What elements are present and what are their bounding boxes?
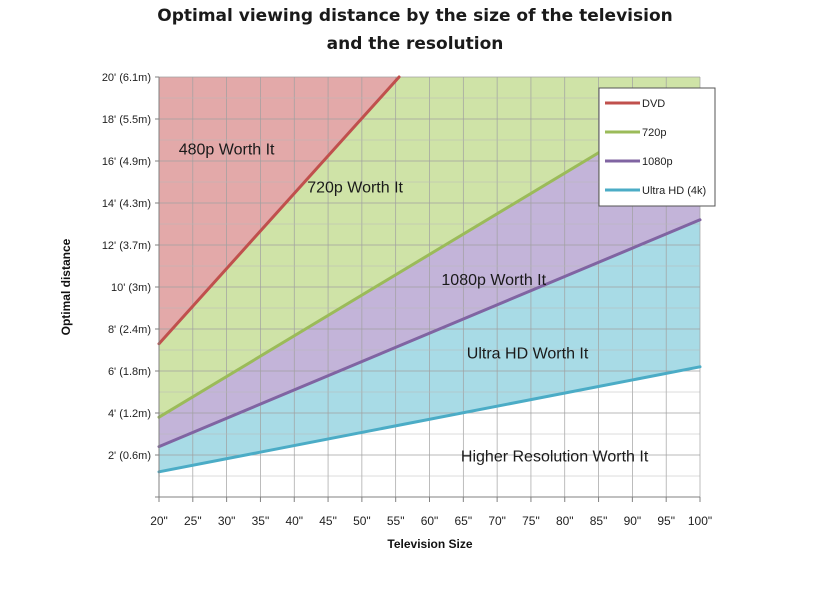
- y-tick-label: 8' (2.4m): [108, 324, 151, 336]
- x-tick-label: 40": [285, 514, 303, 528]
- region-annotation: 1080p Worth It: [441, 272, 546, 289]
- y-tick-label: 10' (3m): [111, 282, 151, 294]
- y-tick-label: 2' (0.6m): [108, 450, 151, 462]
- y-tick-label: 14' (4.3m): [102, 198, 151, 210]
- x-tick-label: 35": [252, 514, 270, 528]
- x-tick-label: 95": [657, 514, 675, 528]
- x-tick-label: 45": [319, 514, 337, 528]
- legend: DVD 720p 1080p Ultra HD (4k): [598, 87, 716, 207]
- x-tick-label: 80": [556, 514, 574, 528]
- x-tick-label: 90": [624, 514, 642, 528]
- chart-title-line-2: and the resolution: [326, 34, 504, 54]
- x-tick-label: 20": [150, 514, 168, 528]
- region-annotation: 720p Worth It: [307, 180, 403, 197]
- x-tick-label: 70": [488, 514, 506, 528]
- x-tick-label: 30": [218, 514, 236, 528]
- region-annotation: 480p Worth It: [179, 142, 275, 159]
- x-tick-label: 60": [421, 514, 439, 528]
- x-tick-label: 75": [522, 514, 540, 528]
- series-line: [157, 365, 702, 474]
- x-tick-label: 65": [455, 514, 473, 528]
- x-tick-label: 50": [353, 514, 371, 528]
- x-axis-label: Television Size: [387, 537, 472, 551]
- y-tick-label: 16' (4.9m): [102, 156, 151, 168]
- y-tick-label: 18' (5.5m): [102, 114, 151, 126]
- y-tick-label: 20' (6.1m): [102, 72, 151, 84]
- y-tick-label: 4' (1.2m): [108, 408, 151, 420]
- legend-label: 1080p: [642, 156, 673, 168]
- series-line: [157, 218, 702, 449]
- region-annotation: Ultra HD Worth It: [467, 345, 589, 362]
- y-tick-label: 12' (3.7m): [102, 240, 151, 252]
- x-tick-label: 25": [184, 514, 202, 528]
- x-tick-label: 85": [590, 514, 608, 528]
- series-line: [157, 75, 401, 346]
- legend-label: Ultra HD (4k): [642, 185, 706, 197]
- x-tick-label: 55": [387, 514, 405, 528]
- y-axis-label: Optimal distance: [59, 238, 73, 335]
- region-annotations: 480p Worth It 720p Worth It 1080p Worth It…: [179, 142, 649, 466]
- legend-box: [598, 87, 716, 207]
- region-annotation: Higher Resolution Worth It: [461, 448, 649, 465]
- chart-title-line-1: Optimal viewing distance by the size of …: [157, 6, 673, 26]
- legend-label: 720p: [642, 127, 666, 139]
- legend-label: DVD: [642, 98, 665, 110]
- y-tick-label: 6' (1.8m): [108, 366, 151, 378]
- axes: 20" 25" 30" 35" 40" 45" 50" 55" 60" 65" 70" 75" 80" 8…: [59, 72, 712, 551]
- x-tick-label: 100": [688, 514, 712, 528]
